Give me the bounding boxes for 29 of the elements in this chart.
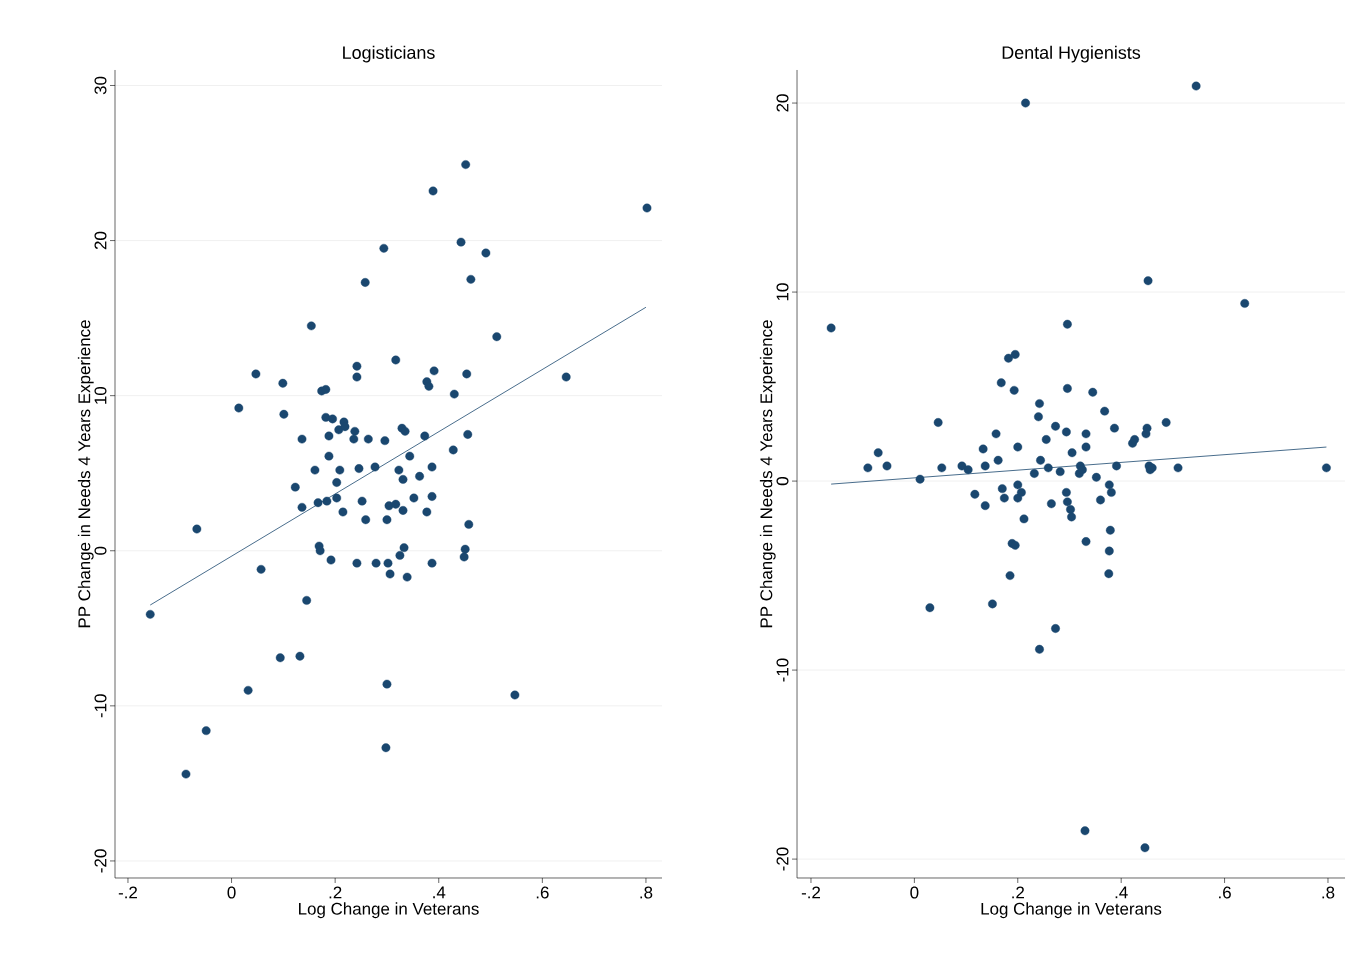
- y-tick-label: -20: [776, 847, 789, 871]
- x-tick-label: .8: [1322, 886, 1335, 899]
- x-tick-label: .8: [640, 886, 653, 899]
- chart-title: Dental Hygienists: [1002, 45, 1141, 63]
- y-tick-label: 20: [94, 231, 107, 250]
- x-tick-label: 0: [910, 886, 919, 899]
- y-tick-label: 0: [776, 477, 789, 486]
- y-tick-label: -20: [94, 849, 107, 873]
- y-tick-label: 10: [94, 386, 107, 404]
- y-tick-label: -10: [776, 658, 789, 682]
- y-axis-title: PP Change in Needs 4 Years Experience: [77, 320, 94, 628]
- y-tick-label: -10: [94, 694, 107, 718]
- y-axis-title: PP Change in Needs 4 Years Experience: [759, 320, 776, 628]
- x-tick-label: 0: [227, 886, 236, 899]
- chart-title: Logisticians: [343, 45, 435, 63]
- x-tick-label: .2: [1012, 886, 1024, 899]
- x-tick-label: .4: [1115, 886, 1128, 899]
- x-axis-title: Log Change in Veterans: [981, 902, 1162, 919]
- y-tick-label: 30: [94, 76, 107, 95]
- x-tick-label: -.2: [801, 886, 821, 899]
- x-tick-label: .6: [1219, 886, 1231, 899]
- y-tick-label: 0: [94, 546, 107, 555]
- x-axis-title: Log Change in Veterans: [299, 902, 479, 919]
- x-tick-label: -.2: [118, 886, 137, 899]
- x-tick-label: .2: [329, 886, 342, 899]
- y-tick-label: 10: [776, 283, 789, 301]
- x-tick-label: .6: [536, 886, 549, 899]
- y-tick-label: 20: [776, 94, 789, 112]
- x-tick-label: .4: [433, 886, 446, 899]
